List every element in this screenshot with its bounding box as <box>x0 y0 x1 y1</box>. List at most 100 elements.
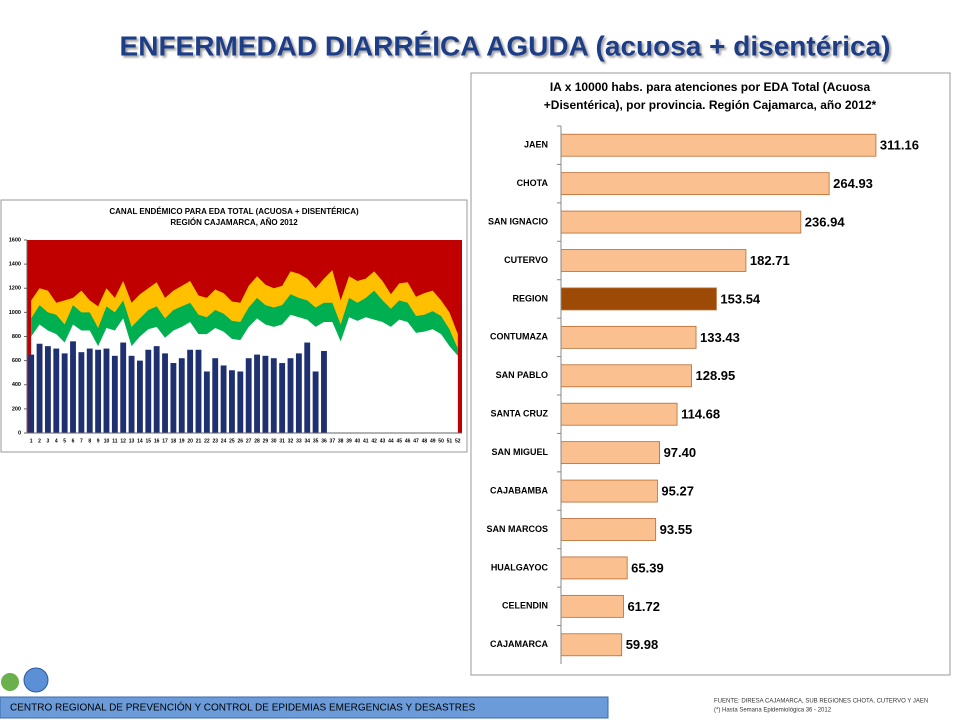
bar <box>304 342 311 433</box>
bar <box>44 346 51 433</box>
y-tick-label: CAJAMARCA <box>490 639 548 649</box>
y-tick-label: 1600 <box>9 237 21 243</box>
source-text: FUENTE: DIRESA CAJAMARCA, SUB REGIONES C… <box>714 699 928 705</box>
x-tick-label: 52 <box>455 438 461 444</box>
bar <box>560 172 830 196</box>
x-tick-label: 24 <box>221 438 227 444</box>
chart-title: IA x 10000 habs. para atenciones por EDA… <box>550 80 871 94</box>
x-tick-label: 17 <box>162 438 168 444</box>
chart-title: CANAL ENDÉMICO PARA EDA TOTAL (ACUOSA + … <box>109 207 359 216</box>
x-tick-label: 38 <box>338 438 344 444</box>
x-tick-label: 10 <box>104 438 110 444</box>
x-tick-label: 41 <box>363 438 369 444</box>
bar <box>153 346 160 433</box>
x-tick-label: 32 <box>288 438 294 444</box>
logo <box>1 673 19 691</box>
bar <box>560 479 658 503</box>
x-tick-label: 37 <box>330 438 336 444</box>
value-label: 65.39 <box>631 560 664 575</box>
bar <box>295 353 302 433</box>
x-tick-label: 44 <box>388 438 394 444</box>
y-tick-label: REGION <box>512 293 548 303</box>
bar <box>95 349 102 433</box>
slide-title: ENFERMEDAD DIARRÉICA AGUDA (acuosa + dis… <box>120 30 891 61</box>
footer-text: CENTRO REGIONAL DE PREVENCIÓN Y CONTROL … <box>10 701 476 714</box>
y-tick-label: SAN MARCOS <box>486 524 548 534</box>
bar <box>53 348 60 433</box>
value-label: 61.72 <box>627 599 660 614</box>
x-tick-label: 30 <box>271 438 277 444</box>
x-tick-label: 23 <box>212 438 218 444</box>
x-tick-label: 12 <box>120 438 126 444</box>
y-tick-label: 0 <box>18 430 21 436</box>
x-tick-label: 51 <box>447 438 453 444</box>
bar <box>312 371 319 433</box>
x-tick-label: 31 <box>279 438 285 444</box>
x-tick-label: 36 <box>321 438 327 444</box>
bar <box>560 287 717 311</box>
y-tick-label: CHOTA <box>517 178 549 188</box>
x-tick-label: 16 <box>154 438 160 444</box>
x-tick-label: 33 <box>296 438 302 444</box>
bar <box>237 371 244 433</box>
bar <box>70 341 76 433</box>
x-tick-label: 4 <box>55 438 58 444</box>
source-text: (*) Hasta Semana Epidemiológica 36 - 201… <box>714 708 832 714</box>
y-tick-label: JAEN <box>524 140 548 150</box>
bar <box>321 350 327 433</box>
bar <box>178 358 185 433</box>
x-tick-label: 22 <box>204 438 210 444</box>
x-tick-label: 45 <box>396 438 402 444</box>
bar <box>220 365 227 433</box>
bar <box>245 358 252 433</box>
bar <box>195 349 202 433</box>
y-tick-label: 400 <box>12 382 21 388</box>
y-tick-label: SAN IGNACIO <box>488 216 548 226</box>
x-tick-label: 48 <box>422 438 428 444</box>
x-tick-label: 6 <box>72 438 75 444</box>
value-label: 128.95 <box>696 368 736 383</box>
bar <box>187 349 194 433</box>
y-tick-label: 200 <box>12 406 21 412</box>
value-label: 236.94 <box>805 215 846 230</box>
x-tick-label: 25 <box>229 438 235 444</box>
x-tick-label: 15 <box>146 438 152 444</box>
x-tick-label: 43 <box>380 438 386 444</box>
bar <box>120 342 127 433</box>
x-tick-label: 47 <box>413 438 419 444</box>
x-tick-label: 2 <box>38 438 41 444</box>
bar <box>86 348 93 433</box>
y-tick-label: CONTUMAZA <box>490 332 548 342</box>
x-tick-label: 11 <box>112 438 118 444</box>
chart-title: +Disentérica), por provincia. Región Caj… <box>544 98 877 112</box>
footer-bar <box>0 696 609 719</box>
x-tick-label: 14 <box>137 438 143 444</box>
value-label: 59.98 <box>626 637 659 652</box>
y-tick-label: SAN PABLO <box>496 370 548 380</box>
y-tick-label: CAJABAMBA <box>490 485 548 495</box>
x-tick-label: 27 <box>246 438 252 444</box>
y-tick-label: 800 <box>12 334 21 340</box>
y-tick-label: 1000 <box>9 310 21 316</box>
y-tick-label: CUTERVO <box>504 255 548 265</box>
y-tick-label: SANTA CRUZ <box>491 409 549 419</box>
y-tick-label: SAN MIGUEL <box>491 447 548 457</box>
x-tick-label: 13 <box>129 438 135 444</box>
bar <box>560 556 628 580</box>
logo <box>23 667 49 693</box>
logos <box>1 667 49 693</box>
bar <box>560 133 877 157</box>
bar <box>560 402 678 426</box>
y-tick-label: HUALGAYOC <box>491 562 549 572</box>
y-tick-label: CELENDIN <box>502 601 548 611</box>
bar <box>212 358 219 433</box>
bar <box>560 364 692 388</box>
bar <box>36 343 43 433</box>
x-tick-label: 19 <box>179 438 185 444</box>
value-label: 153.54 <box>720 291 761 306</box>
bar <box>560 441 660 465</box>
value-label: 93.55 <box>660 522 693 537</box>
bar <box>103 348 110 433</box>
value-label: 264.93 <box>833 176 873 191</box>
